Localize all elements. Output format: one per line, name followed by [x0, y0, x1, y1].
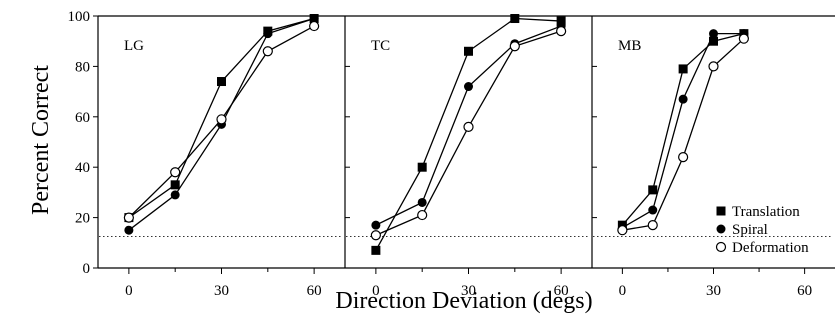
y-tick-label: 0	[83, 261, 91, 277]
legend-item-spiral: Spiral	[716, 222, 768, 238]
legend-item-deformation: Deformation	[715, 240, 809, 256]
point-translation	[217, 77, 226, 87]
point-translation	[417, 162, 427, 172]
point-translation	[678, 64, 688, 74]
x-tick-label: 60	[554, 283, 569, 299]
series-line-deformation	[375, 30, 562, 236]
x-tick-label: 30	[461, 283, 476, 299]
panel-mb: 0 30 60 MB	[591, 15, 835, 299]
series-line-translation	[621, 33, 745, 226]
point-spiral	[309, 14, 319, 24]
legend-item-translation: Translation	[716, 204, 800, 220]
point-deformation	[708, 61, 719, 72]
point-deformation	[262, 46, 273, 57]
panel-label: LG	[124, 38, 144, 54]
series-line-spiral	[622, 32, 744, 229]
point-deformation	[738, 33, 749, 44]
point-spiral	[648, 205, 658, 215]
x-axis-title: Direction Deviation (degs)	[335, 288, 592, 314]
point-spiral	[263, 29, 273, 39]
x-tick-label: 0	[619, 283, 627, 299]
y-tick-label: 60	[75, 110, 90, 126]
point-deformation	[170, 167, 181, 178]
y-axis-title: Percent Correct	[28, 65, 54, 215]
point-translation	[709, 36, 718, 46]
y-tick-label: 20	[75, 211, 90, 227]
panel-label: TC	[371, 38, 390, 54]
x-tick-label: 30	[214, 283, 229, 299]
point-deformation	[617, 225, 628, 236]
x-tick-label: 30	[706, 283, 721, 299]
point-deformation	[556, 26, 567, 37]
point-deformation	[509, 41, 520, 52]
x-tick-label: 60	[307, 283, 322, 299]
point-translation	[371, 245, 381, 255]
point-spiral	[678, 94, 688, 104]
point-spiral	[124, 225, 134, 235]
point-deformation	[370, 230, 381, 241]
x-tick-label: 60	[797, 283, 812, 299]
y-tick-label: 40	[75, 160, 90, 176]
point-translation	[648, 185, 658, 195]
legend-label: Deformation	[732, 240, 809, 256]
point-deformation	[463, 121, 474, 132]
point-deformation	[123, 212, 134, 223]
point-deformation	[678, 152, 689, 163]
point-spiral	[709, 29, 718, 39]
legend-marker-deformation	[715, 241, 727, 253]
point-spiral	[464, 82, 473, 92]
legend-marker-translation	[716, 206, 726, 216]
point-translation	[464, 46, 473, 56]
legend-label: Translation	[732, 204, 800, 220]
point-deformation	[309, 20, 320, 32]
panel-label: MB	[618, 38, 641, 54]
point-spiral	[371, 220, 381, 230]
point-translation	[170, 180, 180, 190]
y-tick-label: 100	[68, 9, 91, 25]
panel-tc: 0 30 60 TC	[344, 14, 592, 299]
y-tick-label: 80	[75, 59, 90, 75]
legend-label: Spiral	[732, 222, 768, 238]
x-tick-label: 0	[125, 283, 133, 299]
point-deformation	[647, 220, 658, 231]
point-translation	[556, 16, 566, 26]
point-spiral	[170, 190, 180, 200]
point-spiral	[417, 197, 427, 207]
x-tick-label: 0	[372, 283, 380, 299]
panels: 0 30 60 0 20 40 60 80 100 LG 0 30 60 TC 0 30 60 MB	[68, 9, 835, 299]
legend: Translation Spiral Deformation	[715, 204, 809, 256]
point-translation	[510, 14, 520, 24]
point-deformation	[216, 114, 227, 125]
panel-lg: 0 30 60 0 20 40 60 80 100 LG	[68, 9, 345, 299]
legend-marker-spiral	[716, 224, 726, 234]
point-deformation	[417, 209, 428, 221]
